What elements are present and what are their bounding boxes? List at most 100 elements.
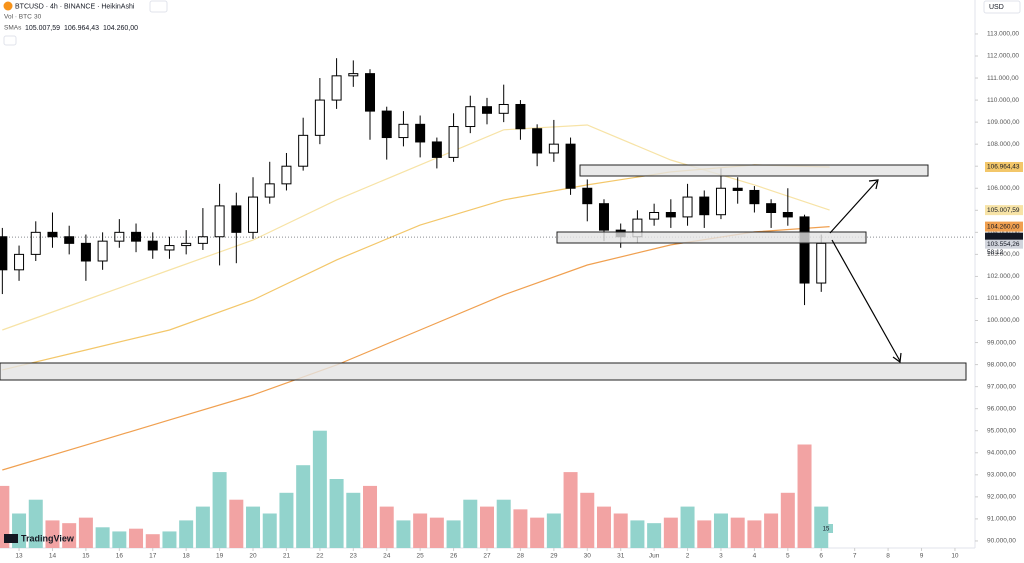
arrow-up [829,180,878,234]
y-tick-label: 97.000,00 [987,383,1016,390]
y-tick-label: 110.000,00 [987,97,1019,104]
support-zone [556,231,867,244]
candle-body [749,189,760,205]
candle-body [381,110,392,139]
y-tick-label: 113.000,00 [987,31,1019,38]
currency: USD [989,4,1004,11]
volume-bar [647,523,662,548]
y-tick-label: 96.000,00 [987,405,1016,412]
x-tick-label: 10 [951,553,959,560]
x-tick-label: 22 [316,553,324,560]
share-button[interactable] [149,0,168,13]
y-tick-label: 101.000,00 [987,295,1020,302]
candle-body [481,106,492,114]
candle-body [515,103,526,130]
arrows [829,179,902,364]
volume-bar [329,479,344,548]
price-badge [985,232,1023,242]
y-tick-label: 100.000,00 [987,317,1020,324]
x-tick-label: 7 [853,553,857,560]
x-tick-label: 2 [686,553,690,560]
sma-badge-label: 106.964,43 [987,164,1020,171]
y-tick-label: 104.000,00 [987,229,1020,236]
logo: TradingView [4,533,75,543]
candle-body [415,123,426,143]
candle-body [598,203,609,231]
volume-bar [162,531,177,548]
candle-body [264,183,275,198]
volume-badge-bg [819,524,833,533]
y-tick-label: 111.000,00 [987,75,1019,82]
candle-body [181,242,192,247]
target-zone [0,362,967,381]
volume-setting: 30 [34,14,42,21]
x-tick-label: 27 [483,553,491,560]
volume-bar [780,492,795,548]
resistance-zone [579,164,929,177]
candle-body [649,211,660,220]
candle-body [248,196,259,233]
volume-bar [195,506,210,548]
volume-bar [730,517,745,548]
x-tick-label: Jun [649,553,660,560]
volume-bar [28,499,43,548]
x-tick-label: 23 [350,553,358,560]
x-tick-label: 14 [49,553,57,560]
candle-body [532,128,543,154]
volume-bar [396,520,411,548]
volume-bar [747,520,762,548]
price-badge-label: 103.554,26 [987,241,1020,248]
brand: TradingView [21,533,75,543]
candle-body [548,143,559,154]
candle-body [365,73,376,112]
candle-body [0,236,8,271]
candle-body [766,203,777,213]
collapse-button[interactable] [3,35,17,46]
volume-bar [0,485,10,548]
volume-bar [530,517,545,548]
candle-body [665,211,676,218]
y-tick-label: 90.000,00 [987,538,1016,545]
volume-bar [296,465,311,548]
volume-bar [363,485,378,548]
y-tick-label: 112.000,00 [987,53,1019,60]
candle-body [164,245,175,251]
volume-bar [95,527,110,548]
y-tick-label: 103.000,00 [987,251,1020,258]
candle-body [465,106,476,128]
volume-bar [45,520,60,548]
x-tick-label: 26 [450,553,458,560]
volume-bar [596,506,611,548]
volume-bar [229,499,244,548]
x-tick-label: 9 [920,553,924,560]
candle-body [782,211,793,218]
currency-button[interactable] [983,0,1021,14]
sma-badge [985,205,1023,216]
candle-body [30,231,41,255]
volume-bar [496,499,511,548]
volume-bar [246,506,261,548]
arrow-head [868,179,879,190]
x-tick-label: 15 [82,553,90,560]
x-tick-label: 3 [719,553,723,560]
x-tick-label: 30 [584,553,592,560]
volume-bar [429,517,444,548]
sma-badge-label: 104.260,00 [987,223,1020,230]
candle-body [431,141,442,158]
sma-title: SMAs [4,25,22,32]
x-tick-label: 6 [819,553,823,560]
sma-badge [985,221,1023,232]
candle-body [448,126,459,158]
candle-body [331,75,342,101]
candle-body [565,143,576,189]
volume-bar [78,517,93,548]
logo-mark [4,534,18,543]
x-tick-label: 31 [617,553,625,560]
volume-bar [262,513,277,548]
price-badge-label: 103.782,32 [987,234,1020,241]
volume-bar [279,492,294,548]
y-tick-label: 91.000,00 [987,516,1016,523]
candle-body [214,205,225,238]
x-tick-label: 5 [786,553,790,560]
